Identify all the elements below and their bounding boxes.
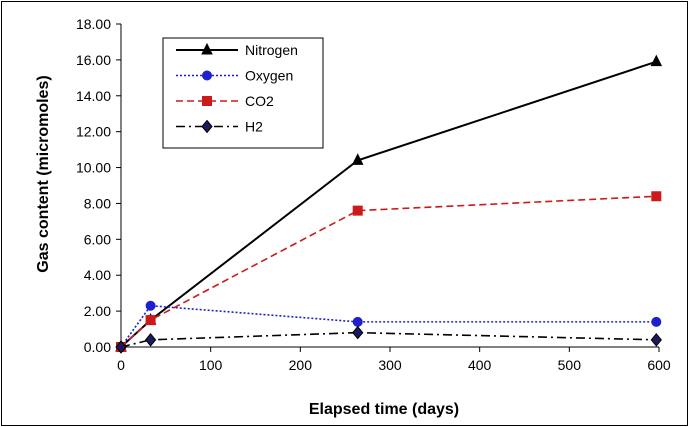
- data-point-co2: [352, 205, 363, 216]
- axes: 0.00 2.00 4.00 6.00 8.00 10.00 12.00 14.00 16.00…: [76, 16, 671, 373]
- data-point-h2: [352, 325, 364, 340]
- data-point-oxygen: [145, 300, 156, 311]
- y-tick-label: 8.00: [84, 195, 111, 211]
- y-tick-label: 2.00: [84, 303, 111, 319]
- x-tick-label: 400: [468, 357, 492, 373]
- y-tick-label: 10.00: [76, 160, 111, 176]
- legend-label-co2: CO2: [245, 93, 274, 109]
- series-layer: [115, 54, 663, 354]
- series-h2: [115, 325, 662, 354]
- y-tick-label: 12.00: [76, 124, 111, 140]
- data-point-h2: [650, 333, 662, 347]
- data-point-h2: [144, 333, 157, 347]
- x-tick-label: 500: [558, 357, 582, 373]
- y-tick-label: 4.00: [84, 267, 111, 283]
- y-tick-label: 16.00: [76, 52, 111, 68]
- legend-marker-oxygen: [202, 70, 212, 81]
- legend-label-oxygen: Oxygen: [245, 68, 293, 84]
- series-line-co2: [120, 195, 657, 348]
- legend-marker-nitrogen: [201, 42, 213, 55]
- series-line-h2: [120, 331, 657, 348]
- legend-box: [162, 37, 324, 149]
- y-tick-label: 0.00: [84, 339, 111, 355]
- x-tick-label: 600: [647, 357, 671, 373]
- data-point-nitrogen: [650, 54, 663, 67]
- legend: Nitrogen Oxygen CO2 H2: [162, 37, 324, 149]
- data-point-h2: [115, 340, 127, 354]
- data-point-oxygen: [651, 316, 662, 327]
- x-tick-label: 100: [199, 357, 223, 373]
- x-tick-label: 0: [117, 357, 125, 373]
- y-tick-label: 14.00: [76, 88, 111, 104]
- y-tick-label: 18.00: [76, 16, 111, 32]
- data-point-oxygen: [352, 316, 363, 327]
- x-tick-label: 300: [378, 357, 402, 373]
- data-point-co2: [651, 191, 662, 202]
- legend-marker-co2: [202, 96, 212, 106]
- y-axis-title: Gas content (micromoles): [35, 75, 52, 272]
- series-line-nitrogen: [120, 60, 657, 348]
- legend-label-nitrogen: Nitrogen: [245, 42, 298, 58]
- x-axis-title: Elapsed time (days): [309, 401, 459, 418]
- x-tick-label: 200: [289, 357, 313, 373]
- data-point-co2: [145, 315, 156, 326]
- y-tick-label: 6.00: [84, 231, 111, 247]
- legend-marker-h2: [201, 119, 213, 134]
- series-line-oxygen: [120, 304, 657, 348]
- legend-label-h2: H2: [245, 119, 263, 135]
- data-point-nitrogen: [351, 153, 364, 165]
